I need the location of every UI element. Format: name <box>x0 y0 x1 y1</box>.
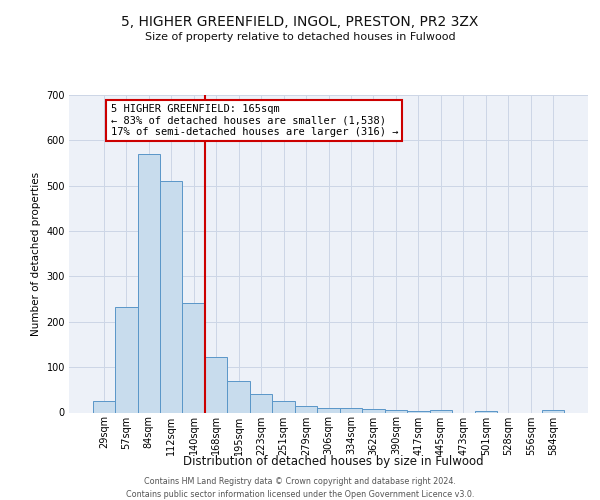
Bar <box>250 394 272 412</box>
Bar <box>475 411 497 412</box>
Bar <box>340 408 362 412</box>
Text: 5 HIGHER GREENFIELD: 165sqm
← 83% of detached houses are smaller (1,538)
17% of : 5 HIGHER GREENFIELD: 165sqm ← 83% of det… <box>110 104 398 138</box>
Bar <box>362 409 385 412</box>
Text: Size of property relative to detached houses in Fulwood: Size of property relative to detached ho… <box>145 32 455 42</box>
Bar <box>407 411 430 412</box>
Bar <box>160 181 182 412</box>
Bar <box>182 302 205 412</box>
Bar <box>317 408 340 412</box>
Text: Contains HM Land Registry data © Crown copyright and database right 2024.
Contai: Contains HM Land Registry data © Crown c… <box>126 478 474 499</box>
Bar <box>430 410 452 412</box>
Bar <box>272 401 295 412</box>
Bar <box>205 357 227 412</box>
Text: Distribution of detached houses by size in Fulwood: Distribution of detached houses by size … <box>182 454 484 468</box>
Bar <box>227 381 250 412</box>
Bar <box>137 154 160 412</box>
Y-axis label: Number of detached properties: Number of detached properties <box>31 172 41 336</box>
Bar <box>295 406 317 412</box>
Bar <box>385 410 407 412</box>
Bar <box>542 410 565 412</box>
Bar <box>92 400 115 412</box>
Text: 5, HIGHER GREENFIELD, INGOL, PRESTON, PR2 3ZX: 5, HIGHER GREENFIELD, INGOL, PRESTON, PR… <box>121 15 479 29</box>
Bar <box>115 308 137 412</box>
